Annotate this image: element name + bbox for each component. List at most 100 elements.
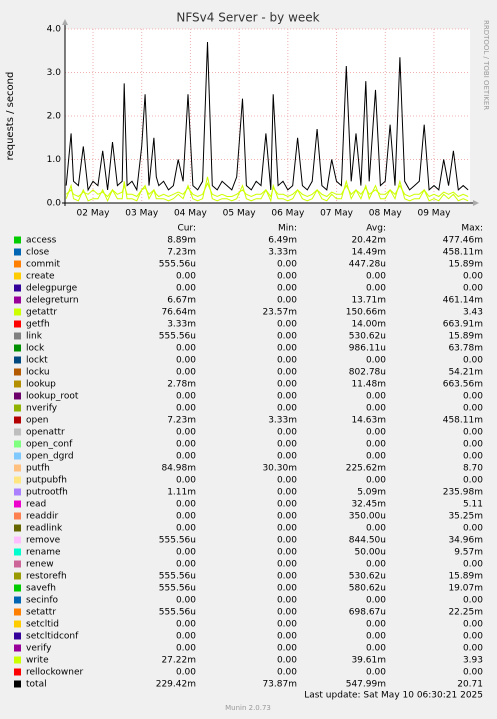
stat-value: 0.00 [366, 392, 386, 402]
stat-value: 555.56u [159, 584, 196, 594]
chart-title: NFSv4 Server - by week [176, 11, 319, 25]
stat-value: 555.56u [159, 536, 196, 546]
legend-label: setcltidconf [26, 632, 79, 642]
stat-value: 63.78m [448, 344, 483, 354]
stat-value: 0.00 [277, 320, 297, 330]
legend-swatch [14, 536, 21, 544]
legend-label: nverify [26, 404, 58, 414]
x-tick-label: 03 May [125, 209, 159, 219]
stat-value: 0.00 [277, 332, 297, 342]
stat-value: 0.00 [176, 392, 196, 402]
legend-swatch [14, 428, 21, 436]
stat-value: 3.33m [268, 248, 297, 258]
stat-value: 34.96m [448, 536, 483, 546]
legend-swatch [14, 452, 21, 460]
stat-value: 0.00 [366, 620, 386, 630]
legend-label: open_conf [26, 440, 73, 450]
stat-value: 0.00 [463, 452, 483, 462]
stat-value: 0.00 [277, 548, 297, 558]
stat-value: 13.71m [351, 296, 386, 306]
legend-label: locku [26, 368, 50, 378]
stat-value: 7.23m [167, 248, 196, 258]
stat-value: 555.56u [159, 608, 196, 618]
stat-value: 0.00 [277, 296, 297, 306]
stat-value: 0.00 [463, 284, 483, 294]
stat-value: 11.48m [351, 380, 386, 390]
stat-value: 0.00 [463, 644, 483, 654]
stat-value: 14.00m [351, 320, 386, 330]
x-tick-label: 09 May [417, 209, 451, 219]
stat-value: 15.89m [448, 572, 483, 582]
stat-value: 3.43 [463, 308, 483, 318]
stat-value: 0.00 [463, 404, 483, 414]
stat-value: 50.00u [355, 548, 386, 558]
stat-value: 0.00 [463, 524, 483, 534]
legend-label: lockt [26, 356, 48, 366]
stat-value: 0.00 [366, 632, 386, 642]
legend-swatch [14, 356, 21, 364]
stat-header: Avg: [366, 224, 386, 234]
legend-label: open_dgrd [26, 452, 74, 462]
legend-swatch [14, 680, 21, 688]
stat-value: 0.00 [277, 536, 297, 546]
stat-value: 350.00u [349, 512, 386, 522]
stat-header: Max: [461, 224, 483, 234]
legend-swatch [14, 344, 21, 352]
legend-swatch [14, 500, 21, 508]
stat-value: 0.00 [176, 548, 196, 558]
x-tick-label: 07 May [320, 209, 354, 219]
stat-value: 458.11m [443, 248, 483, 258]
stat-value: 0.00 [277, 272, 297, 282]
stat-value: 0.00 [277, 452, 297, 462]
stat-value: 0.00 [277, 656, 297, 666]
stat-value: 0.00 [277, 500, 297, 510]
legend-label: write [26, 656, 49, 666]
stat-value: 0.00 [463, 272, 483, 282]
stat-value: 0.00 [366, 440, 386, 450]
y-tick-label: 3.0 [47, 68, 62, 78]
stat-value: 0.00 [277, 644, 297, 654]
series-line [65, 41, 469, 192]
legend-label: restorefh [26, 572, 67, 582]
stat-value: 0.00 [277, 572, 297, 582]
legend-label: readlink [26, 524, 63, 534]
legend-label: putrootfh [26, 488, 68, 498]
stat-value: 0.00 [176, 512, 196, 522]
legend-swatch [14, 644, 21, 652]
legend-label: delegreturn [26, 296, 79, 306]
legend-label: commit [26, 260, 60, 270]
stat-value: 229.42m [156, 680, 196, 690]
stat-value: 0.00 [277, 524, 297, 534]
legend-label: rellockowner [26, 668, 83, 678]
stat-value: 0.00 [366, 428, 386, 438]
stat-value: 0.00 [277, 560, 297, 570]
stat-value: 0.00 [277, 392, 297, 402]
stat-value: 14.63m [351, 416, 386, 426]
stat-value: 580.62u [349, 584, 386, 594]
stat-value: 76.64m [161, 308, 196, 318]
stat-value: 0.00 [463, 356, 483, 366]
stat-value: 0.00 [277, 668, 297, 678]
stat-value: 802.78u [349, 368, 386, 378]
legend-swatch [14, 260, 21, 268]
stat-value: 0.00 [366, 404, 386, 414]
stat-value: 530.62u [349, 332, 386, 342]
watermark: RRDTOOL / TOBI OETIKER [482, 20, 490, 110]
legend-swatch [14, 560, 21, 568]
stat-value: 663.91m [443, 320, 483, 330]
legend-label: lock [26, 344, 45, 354]
stat-value: 0.00 [277, 368, 297, 378]
stat-value: 19.07m [448, 584, 483, 594]
stat-value: 0.00 [176, 524, 196, 534]
legend-swatch [14, 608, 21, 616]
stat-value: 555.56u [159, 572, 196, 582]
stat-value: 32.45m [351, 500, 386, 510]
legend-label: read [26, 500, 46, 510]
stat-value: 84.98m [161, 464, 196, 474]
legend-swatch [14, 440, 21, 448]
stat-value: 0.00 [176, 476, 196, 486]
stat-value: 23.57m [262, 308, 297, 318]
legend-swatch [14, 512, 21, 520]
stat-value: 225.62m [346, 464, 386, 474]
stat-value: 0.00 [463, 632, 483, 642]
